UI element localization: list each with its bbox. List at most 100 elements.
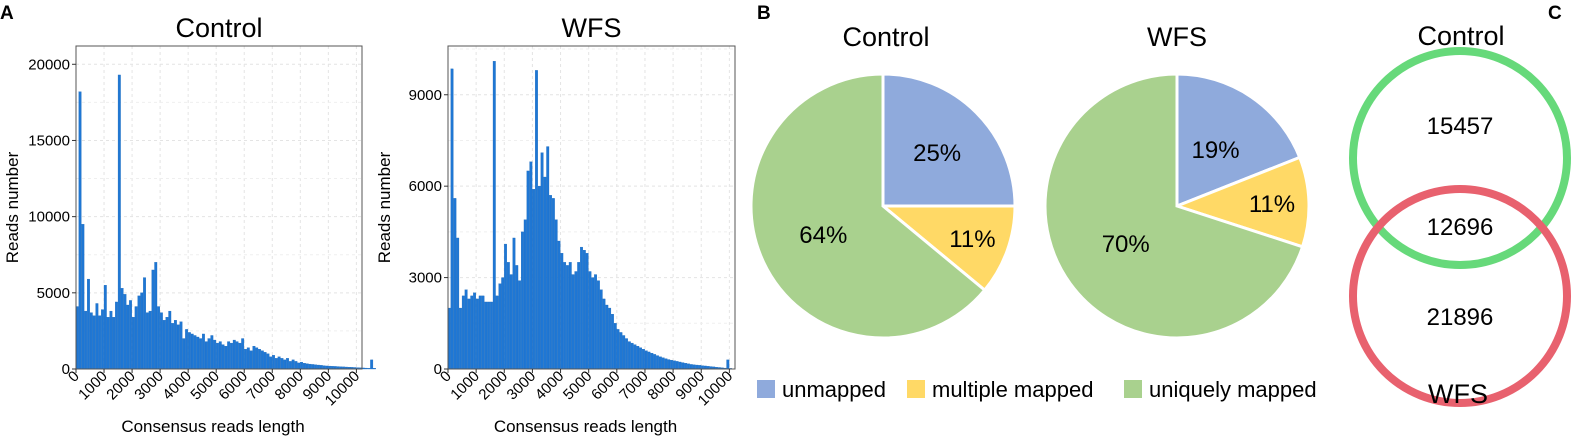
y-axis-label: Reads number	[3, 151, 22, 263]
histogram-bar	[667, 359, 671, 370]
pie-slice	[878, 204, 1017, 293]
histogram-bar	[224, 345, 228, 370]
histogram-bar	[140, 292, 144, 370]
panel-label-c: C	[1548, 3, 1562, 24]
histogram-bar	[670, 360, 673, 370]
x-tick-label: 5000	[187, 368, 223, 404]
histogram-bar	[653, 354, 657, 370]
histogram-bar	[574, 271, 578, 370]
histogram-bar	[678, 361, 682, 370]
legend-label: multiple mapped	[932, 377, 1093, 402]
histogram-bar	[602, 298, 606, 370]
venn-wfs-only-count: 21896	[1427, 304, 1494, 331]
histogram-bar	[484, 301, 488, 370]
legend-swatch	[907, 380, 925, 398]
histogram-bar	[117, 74, 121, 370]
histogram-bar	[658, 356, 662, 370]
histogram-bar	[540, 152, 544, 370]
histogram-bar	[549, 195, 552, 370]
histogram-bar	[515, 265, 519, 370]
histogram-bar	[532, 189, 536, 370]
histogram-bar	[297, 362, 301, 370]
histogram-bar	[591, 277, 595, 370]
legend-swatch	[757, 380, 775, 398]
histogram-wfs: 0300060009000010002000300040005000600070…	[375, 13, 736, 436]
histogram-bar	[316, 364, 320, 370]
histogram-bar	[506, 262, 510, 370]
histogram-bar	[616, 329, 620, 370]
pie-value-label: 19%	[1192, 137, 1240, 164]
x-tick-label: 1000	[447, 368, 483, 404]
histogram-bar	[619, 332, 623, 370]
histogram-bar	[478, 295, 482, 370]
histogram-bar	[664, 358, 668, 370]
x-tick-label: 2000	[103, 368, 139, 404]
histogram-bar	[551, 198, 555, 370]
histogram-bar	[277, 356, 281, 370]
histogram-bar	[613, 323, 617, 370]
histogram-bar	[227, 341, 231, 370]
histogram-bar	[246, 347, 250, 370]
histogram-bar	[475, 298, 479, 370]
pie-title: WFS	[1147, 22, 1207, 52]
x-tick-label: 7000	[616, 368, 652, 404]
histogram-bar	[456, 237, 460, 370]
histogram-bar	[244, 349, 247, 370]
histogram-bar	[370, 359, 374, 370]
histogram-bar	[672, 360, 676, 370]
y-tick-label: 15000	[28, 132, 70, 149]
histogram-bar	[636, 345, 640, 370]
histogram-bar	[232, 339, 236, 370]
pie-chart-control: 25% 11% 64% Control	[749, 22, 1017, 340]
histogram-bar	[630, 342, 634, 370]
histogram-bar	[594, 274, 597, 370]
x-axis-label: Consensus reads length	[494, 417, 677, 436]
histogram-bar	[698, 365, 702, 370]
y-tick-label: 6000	[409, 178, 442, 195]
pie-legend: unmapped multiple mapped uniquely mapped	[757, 377, 1317, 402]
pie-slice	[1043, 72, 1305, 340]
histogram-bar	[546, 146, 550, 370]
histogram-bar	[495, 295, 499, 370]
venn-circle-control	[1349, 47, 1571, 269]
histogram-bar	[373, 368, 376, 370]
histogram-bar	[218, 341, 222, 370]
pie-slice	[1175, 72, 1302, 209]
histogram-bar	[305, 363, 309, 370]
histogram-bar	[560, 253, 564, 370]
histogram-bar	[216, 342, 219, 370]
histogram-bar	[143, 277, 146, 370]
histogram-bar	[450, 68, 454, 370]
histogram-bar	[126, 304, 130, 370]
histogram-bar	[459, 307, 462, 370]
histogram-bar	[633, 344, 637, 370]
histogram-bar	[473, 292, 476, 370]
histogram-bar	[151, 269, 155, 370]
histogram-bar	[207, 338, 211, 370]
histogram-bar	[537, 186, 541, 370]
plot-frame	[447, 45, 736, 370]
venn-top-label: Control	[1417, 21, 1504, 51]
histogram-bar	[252, 345, 256, 370]
histogram-bar	[145, 312, 149, 370]
histogram-bar	[647, 351, 651, 370]
venn-shared-count: 12696	[1427, 214, 1494, 241]
histogram-bar	[89, 312, 93, 370]
histogram-bar	[255, 347, 259, 370]
y-tick-label: 5000	[37, 285, 70, 302]
histogram-bar	[249, 350, 253, 370]
histogram-control: 0500010000150002000001000200030004000500…	[3, 13, 376, 436]
histogram-bar	[182, 338, 186, 370]
histogram-bar	[241, 338, 245, 370]
histogram-bar	[464, 289, 468, 370]
histogram-bar	[481, 295, 485, 370]
histogram-bar	[106, 317, 110, 370]
histogram-bar	[566, 265, 569, 370]
histogram-bar	[154, 262, 158, 370]
histogram-bar	[210, 335, 214, 370]
histogram-bar	[78, 91, 82, 370]
x-tick-label: 6000	[588, 368, 624, 404]
histogram-bar	[726, 359, 730, 370]
histogram-bar	[518, 280, 522, 370]
